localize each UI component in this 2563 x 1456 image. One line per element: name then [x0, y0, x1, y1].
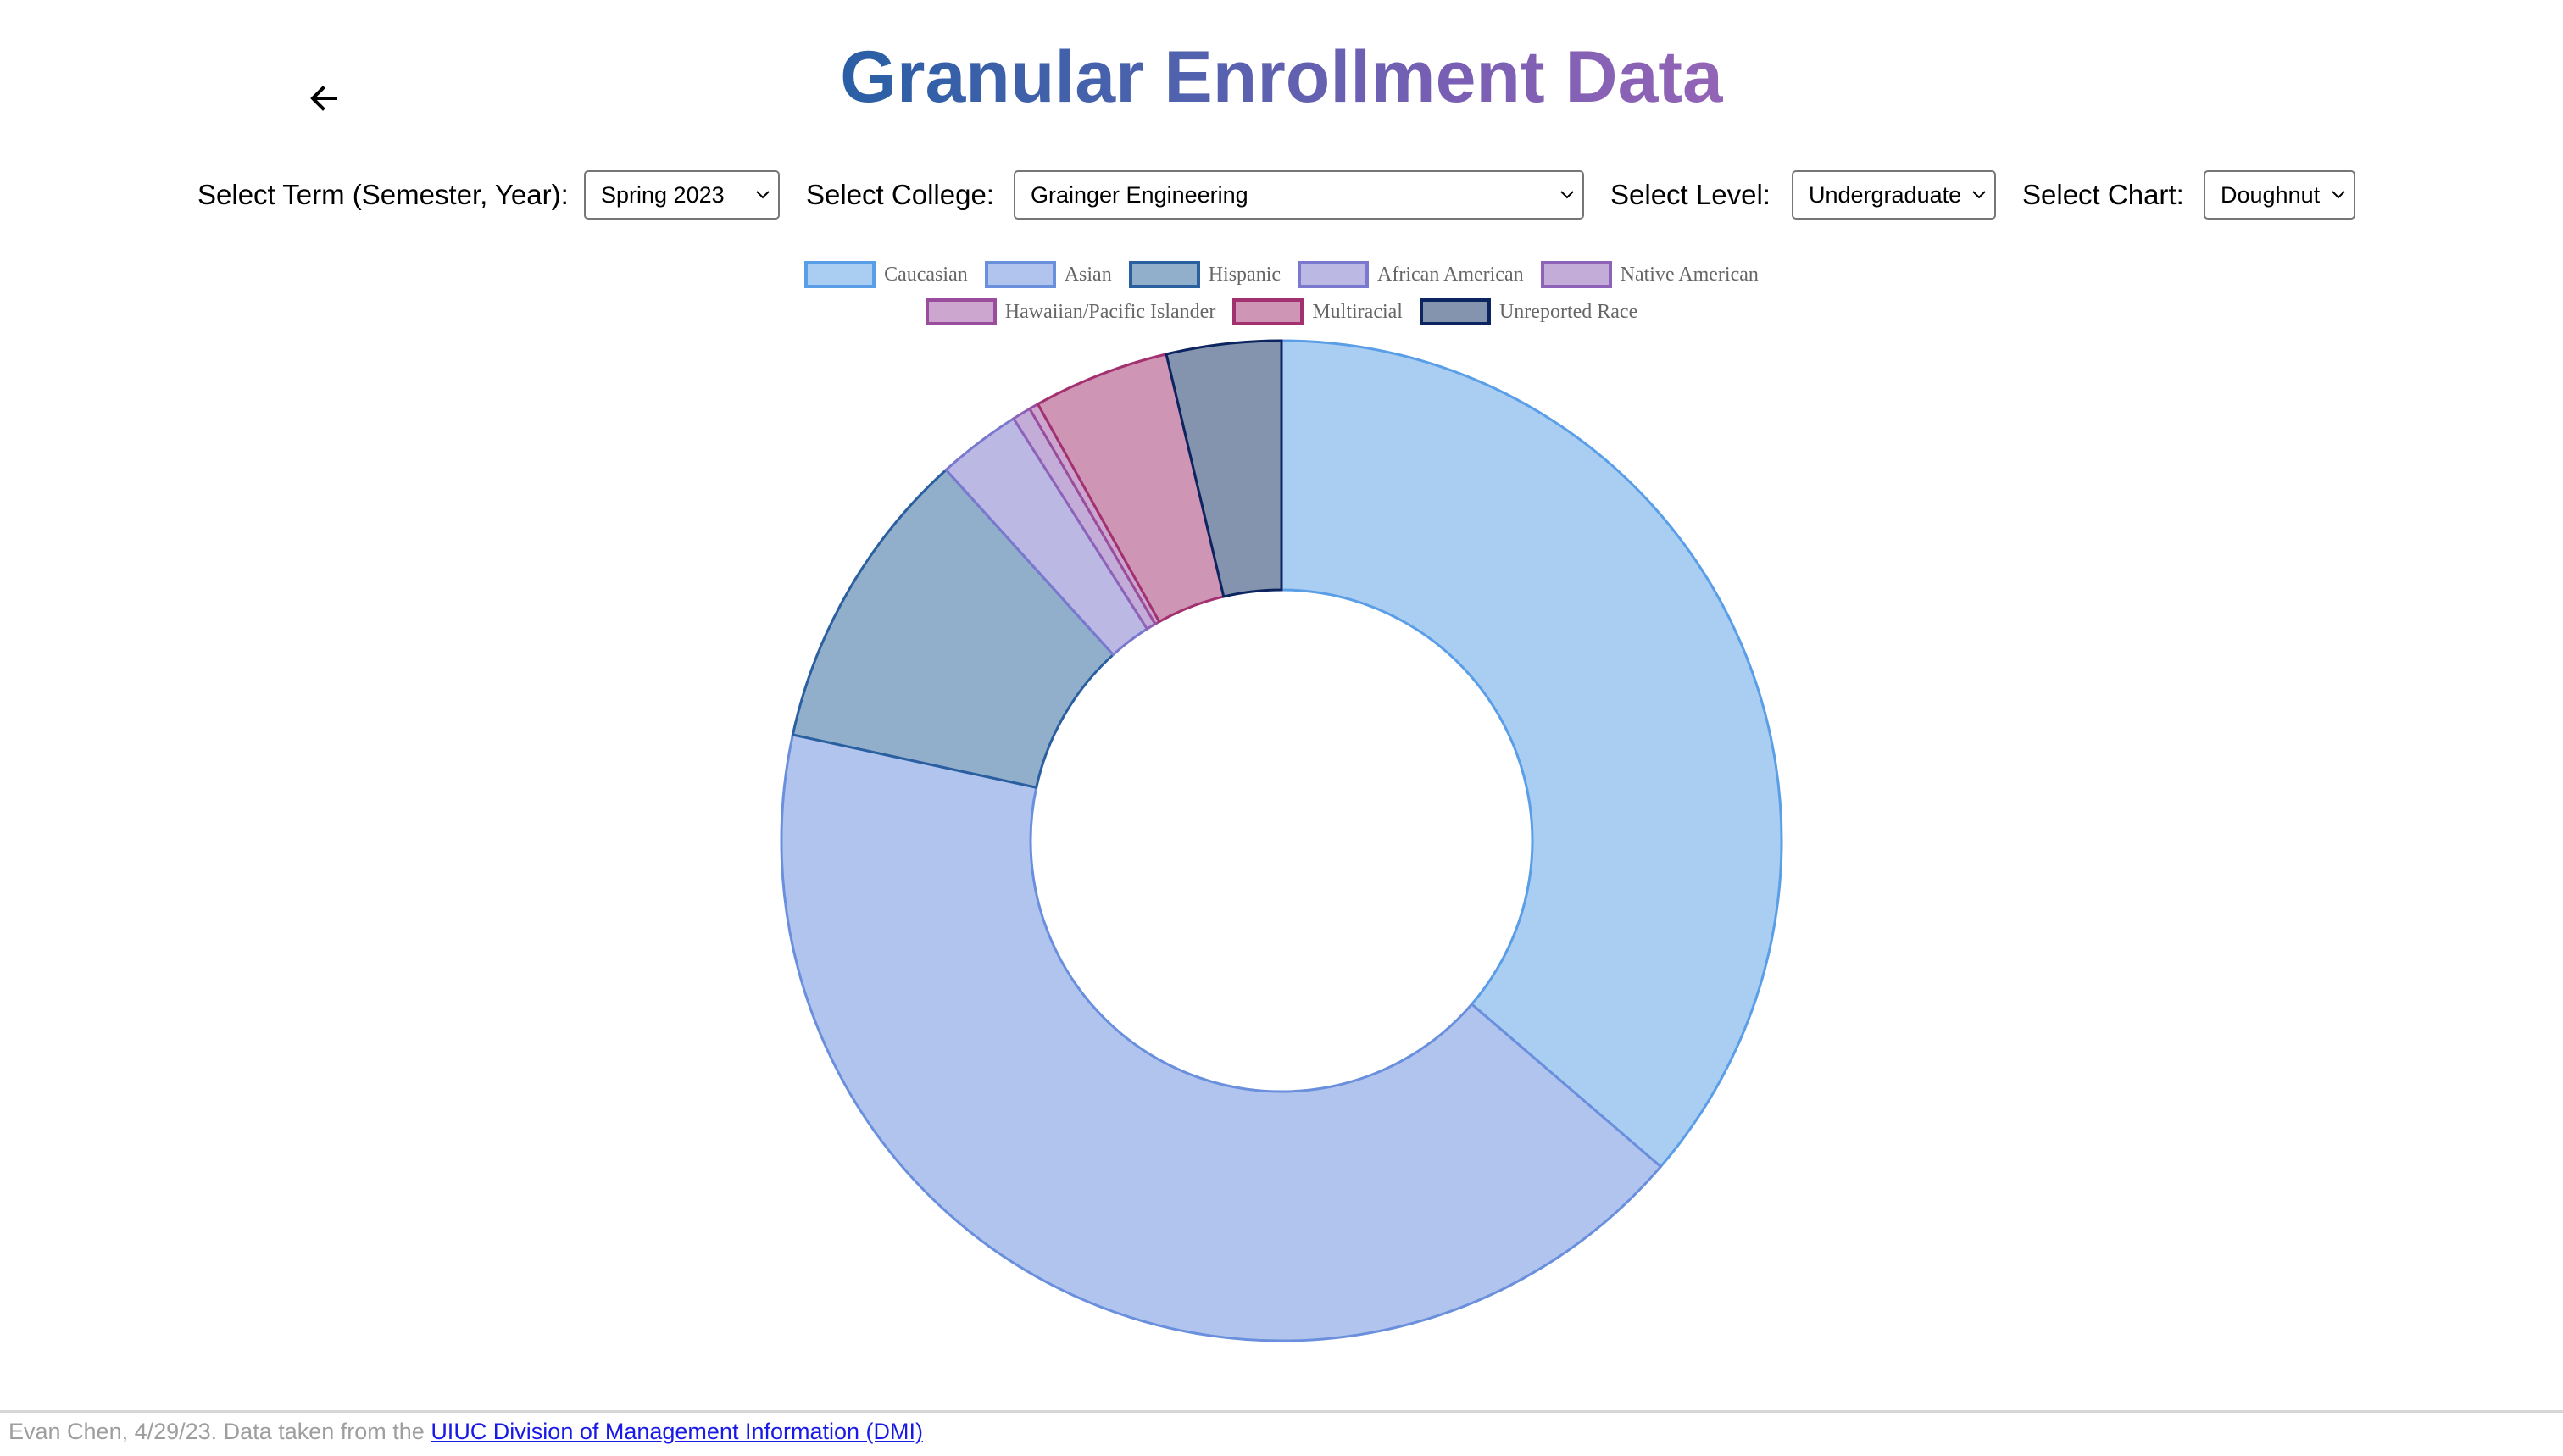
legend-swatch — [984, 261, 1056, 288]
legend-label: Unreported Race — [1498, 300, 1638, 323]
college-select-value: Grainger Engineering — [1031, 182, 1248, 208]
legend-item[interactable]: Unreported Race — [1419, 298, 1638, 325]
chevron-down-icon — [1559, 172, 1576, 218]
term-select[interactable]: Spring 2023 — [584, 170, 780, 220]
legend-item[interactable]: Hawaiian/Pacific Islander — [925, 298, 1216, 325]
legend-label: Asian — [1064, 263, 1112, 286]
level-select[interactable]: Undergraduate — [1792, 170, 1996, 220]
legend-item[interactable]: Hispanic — [1128, 261, 1282, 288]
legend-item[interactable]: African American — [1298, 261, 1524, 288]
arrow-left-icon — [310, 86, 337, 111]
back-button[interactable] — [303, 78, 344, 119]
doughnut-slice-asian[interactable] — [780, 733, 1663, 1342]
legend-swatch — [1419, 298, 1491, 325]
chart-type-select[interactable]: Doughnut — [2204, 170, 2355, 220]
term-select-value: Spring 2023 — [601, 182, 725, 208]
college-label: Select College: — [806, 179, 994, 210]
legend-item[interactable]: Caucasian — [804, 261, 968, 288]
filter-controls: Select Term (Semester, Year): Spring 202… — [0, 170, 2563, 220]
footer-divider — [0, 1410, 2563, 1413]
dmi-source-link[interactable]: UIUC Division of Management Information … — [431, 1419, 923, 1444]
level-select-value: Undergraduate — [1809, 182, 1962, 208]
page-title: Granular Enrollment Data — [840, 36, 1723, 118]
footer: Evan Chen, 4/29/23. Data taken from the … — [8, 1419, 923, 1445]
chevron-down-icon — [2330, 172, 2347, 218]
legend-label: Multiracial — [1312, 300, 1403, 323]
chart-type-select-value: Doughnut — [2221, 182, 2321, 208]
legend-label: African American — [1377, 263, 1524, 286]
chart-type-label: Select Chart: — [2022, 179, 2184, 210]
legend-swatch — [804, 261, 876, 288]
chart-legend: Caucasian Asian Hispanic African American Na… — [0, 256, 2563, 331]
college-select[interactable]: Grainger Engineering — [1014, 170, 1584, 220]
chevron-down-icon — [1971, 172, 1988, 218]
legend-swatch — [925, 298, 997, 325]
doughnut-slice-caucasian[interactable] — [1280, 339, 1783, 1169]
legend-item[interactable]: Native American — [1540, 261, 1759, 288]
legend-swatch — [1128, 261, 1200, 288]
legend-label: Native American — [1620, 263, 1759, 286]
doughnut-slice-unreported-race[interactable] — [1165, 339, 1283, 598]
footer-credit-text: Evan Chen, 4/29/23. Data taken from the — [8, 1419, 431, 1444]
doughnut-slice-hispanic[interactable] — [791, 468, 1115, 790]
legend-swatch — [1232, 298, 1304, 325]
legend-row: Hawaiian/Pacific Islander Multiracial Unre… — [0, 293, 2563, 331]
legend-swatch — [1540, 261, 1612, 288]
legend-label: Hawaiian/Pacific Islander — [1004, 300, 1216, 323]
legend-label: Caucasian — [884, 263, 968, 286]
level-label: Select Level: — [1610, 179, 1771, 210]
legend-item[interactable]: Multiracial — [1232, 298, 1403, 325]
legend-label: Hispanic — [1208, 263, 1282, 286]
chevron-down-icon — [754, 172, 771, 218]
legend-item[interactable]: Asian — [984, 261, 1112, 288]
legend-swatch — [1298, 261, 1370, 288]
legend-row: Caucasian Asian Hispanic African American Na… — [0, 256, 2563, 293]
term-label: Select Term (Semester, Year): — [197, 179, 569, 210]
